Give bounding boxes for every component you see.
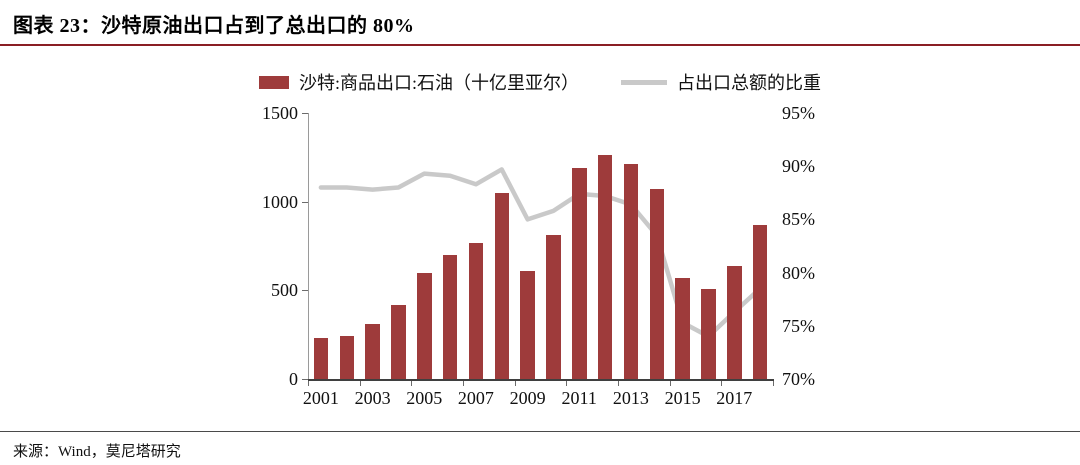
x-axis-tick [463,381,464,386]
figure-title: 图表 23：沙特原油出口占到了总出口的 80% [13,15,415,37]
x-axis-tick [618,381,619,386]
x-label-2001: 2001 [302,388,339,408]
y-left-label-500: 500 [271,280,298,301]
bar-2006 [442,254,458,379]
y-left-label-0: 0 [289,369,298,389]
y-right-label-80: 80% [782,262,815,283]
bar-series-swatch-icon [258,75,289,89]
y-left-tick [302,201,308,203]
bar-series-label: 沙特:商品出口:石油（十亿里亚尔） [298,73,579,93]
bar-2010 [546,235,561,379]
x-label-2007: 2007 [457,388,494,408]
x-axis-tick [773,381,774,386]
bar-2018 [752,224,768,379]
x-label-2015: 2015 [664,388,701,408]
x-label-2017: 2017 [716,388,753,408]
bar-2012 [597,154,613,379]
source-note: 来源：Wind，莫尼塔研究 [13,444,181,460]
x-axis-tick [359,381,361,386]
bar-2004 [391,304,406,379]
x-axis-tick [411,381,413,386]
y-left-label-1000: 1000 [262,191,298,212]
x-axis-tick [669,381,671,386]
y-right-label-95: 95% [782,103,815,123]
x-axis-line [308,379,774,381]
bar-2002 [339,336,354,379]
bar-2016 [701,288,716,379]
y-right-label-75: 75% [782,315,815,336]
y-axis-line [308,113,309,379]
x-axis-tick [308,381,309,386]
bar-2005 [417,272,432,379]
chart-legend: 沙特:商品出口:石油（十亿里亚尔） 占出口总额的比重 [0,71,1080,93]
x-axis-tick [514,381,516,386]
bar-2007 [468,242,484,379]
y-left-label-1500: 1500 [262,103,298,123]
y-right-label-85: 85% [782,209,815,230]
x-label-2009: 2009 [509,388,546,408]
y-right-label-70: 70% [782,369,815,389]
footer-divider [0,431,1080,432]
bar-2013 [623,164,639,379]
x-label-2005: 2005 [406,388,443,408]
bar-2008 [494,192,509,379]
x-axis-tick [566,381,568,386]
bar-2014 [649,189,664,379]
trend-line [318,167,763,339]
y-right-label-90: 90% [782,156,815,177]
title-divider [0,44,1080,46]
bar-2009 [520,270,535,379]
x-label-2013: 2013 [612,388,649,408]
bar-2015 [675,277,690,379]
line-series-swatch-icon [621,79,667,85]
bar-2001 [313,338,329,379]
bar-2003 [365,324,380,379]
bar-2017 [727,265,742,379]
line-series-label: 占出口总额的比重 [677,73,821,93]
plot-area [308,113,773,379]
bar-2011 [572,168,587,379]
x-label-2011: 2011 [561,388,597,408]
y-left-tick [302,379,308,380]
y-left-tick [302,290,308,292]
x-axis-tick [721,381,723,386]
y-left-tick [302,113,308,114]
x-label-2003: 2003 [354,388,391,408]
